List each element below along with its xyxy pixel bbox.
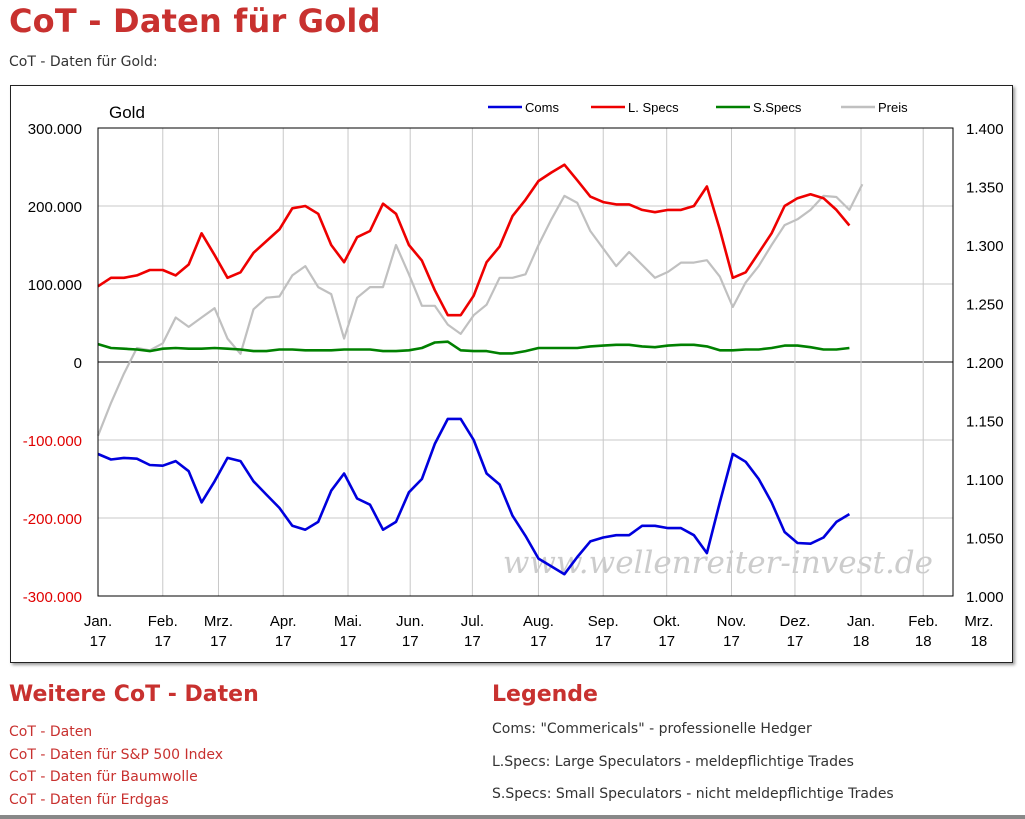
chart-watermark: www.wellenreiter-invest.de [503, 545, 933, 581]
legend-label: S.Specs [753, 100, 802, 115]
right-tick-label: 1.050 [966, 531, 1004, 548]
x-tick-month: Feb. [908, 613, 938, 630]
legend-label: L. Specs [628, 100, 679, 115]
x-tick-month: Mrz. [964, 613, 993, 630]
x-tick-month: Jun. [396, 613, 424, 630]
more-cot-links: CoT - Daten CoT - Daten für S&P 500 Inde… [9, 721, 223, 811]
right-tick-label: 1.150 [966, 414, 1004, 431]
x-tick-month: Jan. [84, 613, 112, 630]
left-tick-label: -300.000 [23, 589, 82, 606]
right-tick-label: 1.100 [966, 472, 1004, 489]
left-tick-label: 200.000 [28, 199, 82, 216]
x-tick-year: 18 [971, 633, 988, 650]
x-tick-month: Apr. [270, 613, 297, 630]
x-tick-month: Sep. [588, 613, 619, 630]
series-line-coms [97, 417, 851, 576]
x-tick-year: 17 [340, 633, 357, 650]
left-tick-label: 300.000 [28, 121, 82, 138]
chart-container: www.wellenreiter-invest.de 300.000 200.00… [10, 85, 1013, 663]
bottom-scrollbar[interactable] [0, 815, 1025, 819]
x-tick-year: 17 [275, 633, 292, 650]
link-item: CoT - Daten für S&P 500 Index [9, 744, 223, 767]
x-tick-month: Feb. [148, 613, 178, 630]
x-tick-year: 17 [595, 633, 612, 650]
x-tick-year: 17 [90, 633, 107, 650]
link-item: CoT - Daten für Erdgas [9, 789, 223, 812]
left-tick-label: 0 [74, 355, 82, 372]
link-cot-erdgas[interactable]: CoT - Daten für Erdgas [9, 791, 169, 808]
x-tick-year: 17 [464, 633, 481, 650]
link-item: CoT - Daten für Baumwolle [9, 766, 223, 789]
left-tick-label: -100.000 [23, 433, 82, 450]
right-tick-label: 1.000 [966, 589, 1004, 606]
link-cot-sp500[interactable]: CoT - Daten für S&P 500 Index [9, 746, 224, 763]
x-tick-month: Okt. [653, 613, 681, 630]
x-tick-month: Jul. [461, 613, 484, 630]
right-tick-label: 1.350 [966, 180, 1004, 197]
legend-sspecs: S.Specs: Small Speculators - nicht melde… [492, 786, 894, 802]
right-tick-label: 1.250 [966, 297, 1004, 314]
legend-label: Coms [525, 100, 559, 115]
links-section-title: Weitere CoT - Daten [9, 682, 259, 707]
legend-label: Preis [878, 100, 908, 115]
page-subtitle: CoT - Daten für Gold: [9, 54, 158, 70]
legend-section-title: Legende [492, 682, 598, 707]
x-tick-year: 17 [723, 633, 740, 650]
x-tick-year: 17 [530, 633, 547, 650]
left-tick-label: 100.000 [28, 277, 82, 294]
link-cot-baumwolle[interactable]: CoT - Daten für Baumwolle [9, 769, 198, 785]
legend-list: Coms: "Commericals" - professionelle Hed… [492, 721, 894, 819]
x-tick-month: Mai. [334, 613, 362, 630]
right-tick-label: 1.300 [966, 238, 1004, 255]
series-line-lspecs [97, 163, 851, 317]
x-tick-year: 17 [402, 633, 419, 650]
x-tick-year: 17 [154, 633, 171, 650]
series-line-preis [96, 183, 864, 437]
x-tick-year: 18 [853, 633, 870, 650]
x-tick-month: Nov. [717, 613, 747, 630]
x-tick-month: Jan. [847, 613, 875, 630]
x-tick-month: Aug. [523, 613, 554, 630]
legend-lspecs: L.Specs: Large Speculators - meldepflich… [492, 753, 854, 770]
x-tick-year: 18 [915, 633, 932, 650]
right-tick-label: 1.400 [966, 121, 1004, 138]
left-tick-label: -200.000 [23, 511, 82, 528]
x-tick-year: 17 [658, 633, 675, 650]
legend-coms: Coms: "Commericals" - professionelle Hed… [492, 721, 812, 737]
x-tick-year: 17 [787, 633, 804, 650]
x-tick-month: Dez. [780, 613, 811, 630]
right-tick-label: 1.200 [966, 355, 1004, 372]
series-line-sspecs [97, 340, 850, 355]
x-tick-year: 17 [210, 633, 227, 650]
plot-frame [97, 127, 954, 597]
link-item: CoT - Daten [9, 721, 223, 744]
link-cot-daten[interactable]: CoT - Daten [9, 724, 93, 740]
cot-gold-chart: www.wellenreiter-invest.de 300.000 200.00… [23, 100, 1004, 650]
chart-title: Gold [109, 103, 145, 122]
x-tick-month: Mrz. [204, 613, 233, 630]
page-title: CoT - Daten für Gold [9, 2, 381, 40]
